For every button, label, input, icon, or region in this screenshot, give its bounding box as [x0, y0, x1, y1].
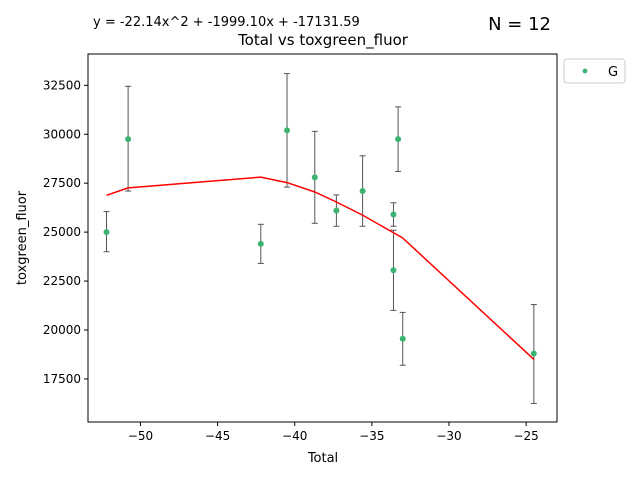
plot-area: −50 −45 −40 −35 −30 −25 17500 20000 22500 25000 27…: [43, 53, 558, 443]
legend-marker: [582, 68, 588, 74]
y-tick-label: 32500: [43, 78, 81, 92]
chart-title: Total vs toxgreen_fluor: [237, 31, 409, 50]
data-point: [257, 240, 264, 247]
data-point: [399, 335, 406, 342]
data-point: [390, 211, 397, 218]
legend-box: [563, 58, 626, 84]
y-tick-label: 25000: [43, 225, 81, 239]
fit-equation: y = -22.14x^2 + -1999.10x + -17131.59: [93, 15, 360, 30]
axes-frame: [87, 53, 558, 423]
data-point: [284, 127, 291, 134]
data-point: [530, 350, 537, 357]
fit-curve: [106, 176, 535, 360]
data-point: [103, 229, 110, 236]
x-tick-label: −35: [359, 429, 384, 443]
data-point: [395, 136, 402, 143]
x-tick-label: −50: [128, 429, 153, 443]
sample-count: N = 12: [488, 14, 551, 35]
y-tick-label: 17500: [43, 372, 81, 386]
y-tick-label: 22500: [43, 274, 81, 288]
y-tick-label: 27500: [43, 176, 81, 190]
legend: G: [563, 58, 626, 84]
y-axis-label: toxgreen_fluor: [15, 190, 30, 285]
x-tick-label: −45: [205, 429, 230, 443]
y-tick-label: 30000: [43, 127, 81, 141]
data-point: [359, 188, 366, 195]
data-point: [390, 267, 397, 274]
y-tick-label: 20000: [43, 323, 81, 337]
data-point: [311, 174, 318, 181]
x-tick-label: −25: [513, 429, 538, 443]
data-point: [125, 136, 132, 143]
data-point: [333, 207, 340, 214]
x-axis-label: Total: [307, 451, 338, 466]
legend-label-g: G: [608, 65, 618, 80]
x-tick-label: −40: [282, 429, 307, 443]
x-tick-label: −30: [436, 429, 461, 443]
